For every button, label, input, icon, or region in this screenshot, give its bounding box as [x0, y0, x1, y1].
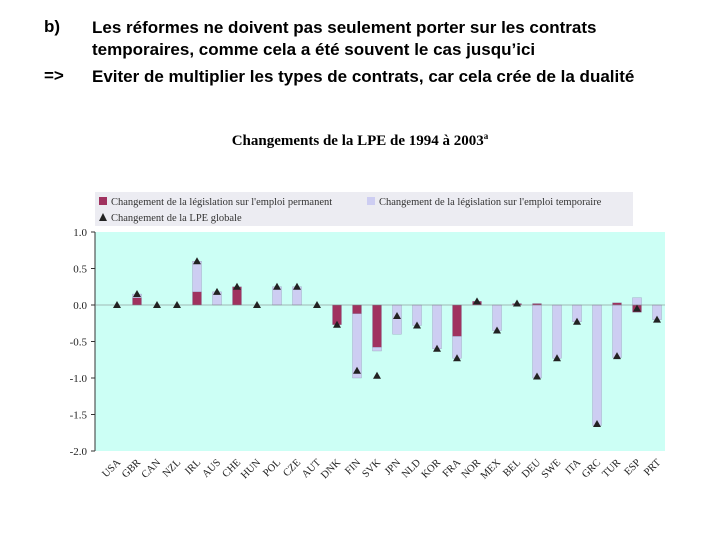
x-tick-label-prt: PRT [642, 457, 663, 478]
x-tick-label-can: CAN [140, 457, 164, 481]
legend-swatch-1 [99, 197, 107, 205]
chart-title: Changements de la LPE de 1994 à 2003a [0, 131, 720, 150]
marker-gbr [133, 290, 141, 298]
marker-can [153, 301, 161, 308]
x-tick-label-mex: MEX [479, 457, 504, 482]
y-tick-label-6: -1.5 [70, 410, 88, 422]
marker-mex [493, 326, 501, 334]
marker-cze [293, 282, 301, 290]
marker-irl [193, 257, 201, 265]
bar-jpn-s2 [392, 304, 402, 335]
x-tick-label-tur: TUR [600, 457, 623, 480]
x-tick-label-dnk: DNK [319, 457, 343, 481]
marker-aut [313, 301, 321, 308]
x-tick-label-che: CHE [220, 457, 243, 480]
bar-tur-s1 [612, 302, 622, 306]
bullet-line-3: Eviter de multiplier les types de contra… [92, 67, 635, 86]
y-tick-label-5: -1.0 [70, 373, 88, 385]
bar-irl-s2 [192, 261, 202, 293]
marker-usa [113, 301, 121, 308]
bullet-line-1: Les réformes ne doivent pas seulement po… [92, 18, 597, 37]
bullet-line-2: temporaires, comme cela a été souvent le… [92, 40, 536, 59]
legend-label-1: Changement de la législation sur l'emplo… [111, 197, 332, 208]
bar-svk-s1 [372, 304, 382, 348]
marker-tur [613, 352, 621, 360]
chart-title-note: a [483, 131, 489, 141]
marker-fra [453, 354, 461, 362]
legend-swatch-2 [367, 197, 375, 205]
marker-swe [553, 354, 561, 362]
bar-grc-s2 [592, 304, 602, 426]
x-tick-label-grc: GRC [580, 457, 603, 480]
x-tick-label-nld: NLD [400, 457, 423, 480]
bar-fin-s2 [352, 313, 362, 379]
marker-deu [533, 372, 541, 380]
marker-kor [433, 344, 441, 352]
marker-prt [653, 315, 661, 323]
x-tick-label-nor: NOR [460, 457, 483, 480]
y-tick-label-4: -0.5 [70, 337, 88, 349]
chart-title-text: Changements de la LPE de 1994 à 2003 [231, 133, 484, 149]
y-tick-label-7: -2.0 [70, 446, 88, 458]
bar-fra-s1 [452, 304, 462, 337]
x-tick-label-nzl: NZL [161, 457, 183, 479]
bar-irl-s1 [192, 291, 202, 306]
bar-deu-s2 [532, 304, 542, 379]
bullet-marker-arrow: => [44, 66, 64, 85]
x-tick-label-irl: IRL [183, 457, 203, 477]
marker-dnk [333, 320, 341, 328]
legend-box [95, 192, 633, 226]
x-tick-label-aus: AUS [200, 457, 223, 480]
legend-swatch-3 [99, 213, 107, 221]
bar-fin-s1 [352, 304, 362, 314]
y-tick-label-2: 0.5 [73, 264, 87, 276]
marker-grc [593, 419, 601, 427]
y-tick-label-3: 0.0 [73, 300, 87, 312]
marker-svk [373, 371, 381, 379]
bar-esp-s2 [632, 297, 642, 306]
x-tick-label-pol: POL [261, 457, 283, 479]
x-tick-label-gbr: GBR [120, 457, 143, 480]
legend-label-2: Changement de la législation sur l'emplo… [379, 197, 602, 208]
bar-swe-s2 [552, 304, 562, 359]
x-tick-label-hun: HUN [239, 457, 263, 481]
x-tick-label-swe: SWE [540, 457, 563, 480]
marker-jpn [393, 311, 401, 319]
bullet-marker-b: b) [44, 17, 61, 36]
x-tick-label-kor: KOR [420, 457, 443, 480]
marker-ita [573, 317, 581, 325]
marker-nzl [173, 301, 181, 308]
bar-gbr-s1 [132, 297, 142, 306]
marker-hun [253, 301, 261, 308]
x-tick-label-usa: USA [100, 457, 123, 480]
x-tick-label-svk: SVK [360, 457, 383, 480]
x-tick-label-aut: AUT [300, 457, 323, 480]
x-tick-label-fin: FIN [343, 457, 363, 477]
x-tick-label-bel: BEL [501, 457, 523, 479]
marker-nor [473, 297, 481, 305]
y-tick-label-1: 1.0 [73, 227, 87, 239]
marker-esp [633, 304, 641, 312]
marker-fin [353, 366, 361, 374]
marker-che [233, 282, 241, 290]
marker-pol [273, 282, 281, 290]
legend-label-3: Changement de la LPE globale [111, 213, 242, 224]
marker-aus [213, 287, 221, 295]
x-tick-label-fra: FRA [441, 457, 464, 480]
x-tick-label-esp: ESP [623, 457, 644, 478]
bar-svk-s2 [372, 347, 382, 352]
x-tick-label-jpn: JPN [383, 457, 403, 477]
bar-tur-s2 [612, 304, 622, 358]
marker-nld [413, 321, 421, 329]
x-tick-label-deu: DEU [520, 457, 543, 480]
x-tick-label-cze: CZE [281, 457, 303, 479]
marker-bel [513, 299, 521, 307]
bar-kor-s2 [432, 304, 442, 349]
